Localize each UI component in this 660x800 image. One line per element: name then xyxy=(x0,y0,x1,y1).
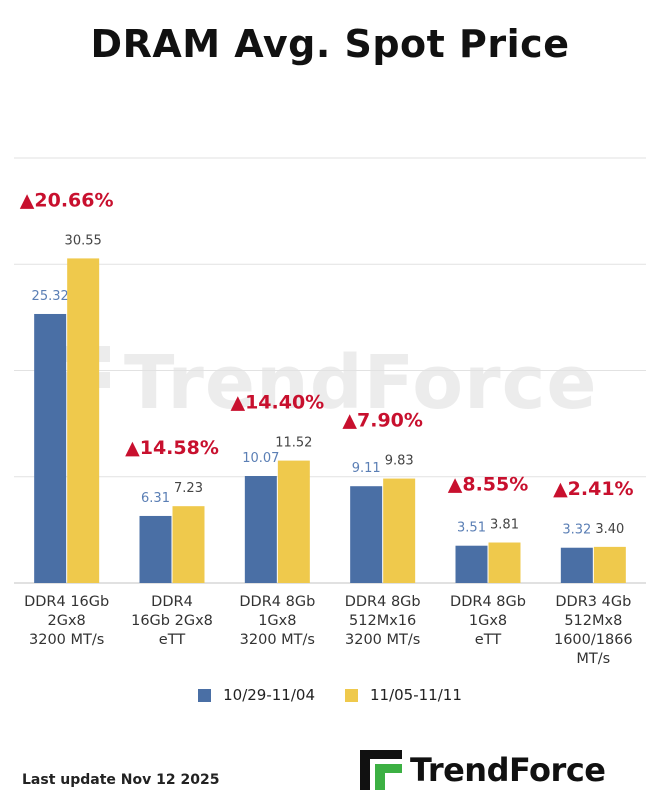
bar-1-3 xyxy=(244,476,277,583)
bar-1-1 xyxy=(34,313,67,583)
category-label-3: 3200 MT/s xyxy=(240,632,315,648)
category-label-5: eTT xyxy=(475,632,502,648)
data-label-2-4: 9.83 xyxy=(385,454,414,469)
data-label-1-2: 6.31 xyxy=(141,491,170,506)
data-label-1-5: 3.51 xyxy=(457,521,486,536)
data-label-1-1: 25.32 xyxy=(32,289,69,304)
bar-2-2 xyxy=(172,506,205,583)
category-label-6: 1600/1866 xyxy=(554,632,633,648)
category-label-1: 3200 MT/s xyxy=(29,632,104,648)
legend-label-series-2: 11/05-11/11 xyxy=(370,686,462,704)
category-label-6: 512Mx8 xyxy=(564,613,622,629)
category-label-5: 1Gx8 xyxy=(469,613,507,629)
bar-1-6 xyxy=(560,547,593,583)
category-label-2: DDR4 xyxy=(151,594,193,610)
category-label-2: eTT xyxy=(159,632,186,648)
category-label-3: DDR4 8Gb xyxy=(239,594,315,610)
change-label-5: ▲8.55% xyxy=(448,474,529,496)
bar-2-5 xyxy=(488,542,521,583)
data-label-2-1: 30.55 xyxy=(65,233,102,248)
change-label-2: ▲14.58% xyxy=(125,437,219,459)
data-label-1-4: 9.11 xyxy=(352,461,381,476)
change-label-4: ▲7.90% xyxy=(342,410,423,432)
brand-name: TrendForce xyxy=(410,751,606,789)
bar-1-4 xyxy=(350,486,383,583)
data-label-1-6: 3.32 xyxy=(562,523,591,538)
change-label-6: ▲2.41% xyxy=(553,478,634,500)
bar-1-2 xyxy=(139,515,172,583)
trendforce-brand: TrendForce xyxy=(360,750,606,790)
category-label-6: MT/s xyxy=(576,651,610,667)
category-label-4: 3200 MT/s xyxy=(345,632,420,648)
category-label-5: DDR4 8Gb xyxy=(450,594,526,610)
last-update-text: Last update Nov 12 2025 xyxy=(22,772,220,788)
data-label-1-3: 10.07 xyxy=(242,451,279,466)
bar-2-6 xyxy=(593,546,626,583)
trendforce-logo-icon xyxy=(360,750,402,790)
chart-title: DRAM Avg. Spot Price xyxy=(90,22,570,66)
data-label-2-2: 7.23 xyxy=(174,481,203,496)
category-label-6: DDR3 4Gb xyxy=(555,594,631,610)
category-label-1: DDR4 16Gb xyxy=(24,594,109,610)
bar-2-1 xyxy=(67,258,100,583)
category-label-4: 512Mx16 xyxy=(349,613,416,629)
category-label-4: DDR4 8Gb xyxy=(345,594,421,610)
category-label-2: 16Gb 2Gx8 xyxy=(131,613,213,629)
data-label-2-3: 11.52 xyxy=(275,436,312,451)
data-label-2-5: 3.81 xyxy=(490,518,519,533)
change-label-3: ▲14.40% xyxy=(230,392,324,414)
bar-2-4 xyxy=(383,478,416,583)
legend-swatch-blue xyxy=(198,688,212,702)
legend-label-series-1: 10/29-11/04 xyxy=(223,686,315,704)
chart-legend: 10/29-11/04 11/05-11/11 xyxy=(0,686,660,704)
bar-2-3 xyxy=(277,460,310,583)
legend-swatch-yellow xyxy=(345,688,358,702)
bar-1-5 xyxy=(455,545,488,583)
legend-item-series-2: 11/05-11/11 xyxy=(345,686,462,704)
category-label-3: 1Gx8 xyxy=(258,613,296,629)
legend-item-series-1: 10/29-11/04 xyxy=(198,686,315,704)
change-label-1: ▲20.66% xyxy=(20,189,114,211)
data-label-2-6: 3.40 xyxy=(595,522,624,537)
category-label-1: 2Gx8 xyxy=(48,613,86,629)
